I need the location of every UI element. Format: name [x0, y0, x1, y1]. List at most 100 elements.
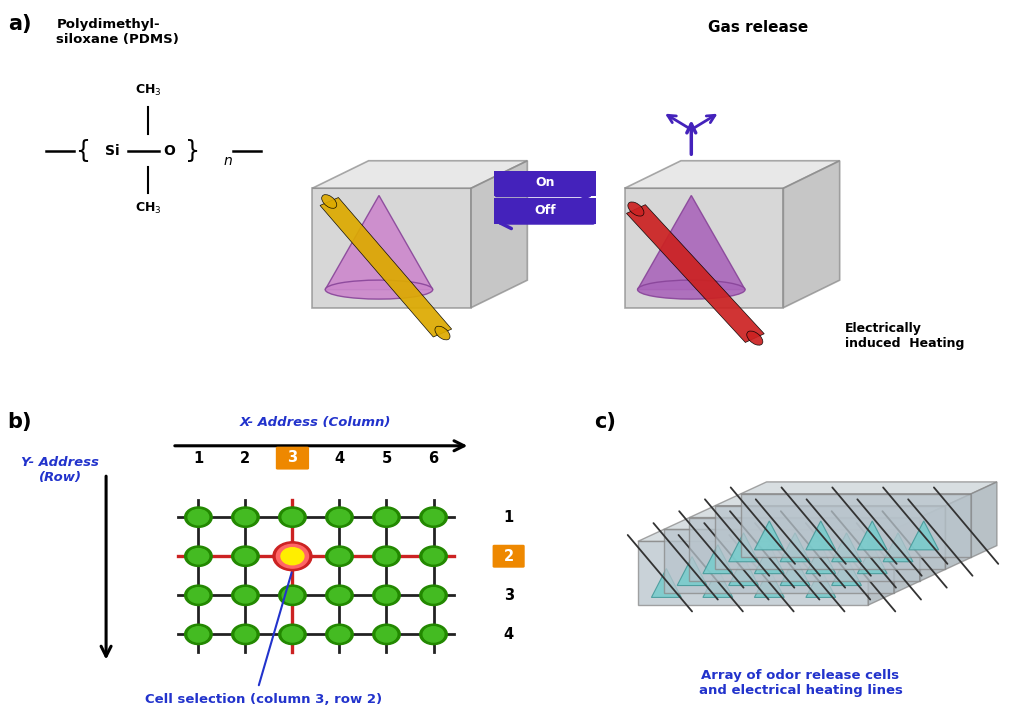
Polygon shape: [664, 529, 894, 593]
Text: 1: 1: [194, 451, 204, 466]
Polygon shape: [729, 557, 759, 586]
Circle shape: [184, 585, 212, 605]
Circle shape: [329, 510, 350, 525]
Polygon shape: [755, 568, 784, 597]
Circle shape: [420, 546, 447, 566]
Circle shape: [281, 548, 304, 565]
Polygon shape: [740, 482, 997, 494]
Text: 2: 2: [241, 451, 251, 466]
Polygon shape: [627, 205, 764, 342]
Circle shape: [276, 544, 308, 568]
Polygon shape: [651, 568, 681, 597]
Polygon shape: [702, 568, 733, 597]
Polygon shape: [783, 161, 840, 308]
Text: 4: 4: [335, 451, 344, 466]
Circle shape: [373, 546, 400, 566]
Circle shape: [326, 546, 353, 566]
Circle shape: [188, 549, 209, 564]
Polygon shape: [677, 557, 707, 586]
Polygon shape: [806, 521, 836, 550]
Polygon shape: [625, 161, 840, 188]
Polygon shape: [312, 188, 471, 308]
Circle shape: [326, 507, 353, 527]
Circle shape: [188, 627, 209, 642]
Circle shape: [423, 510, 443, 525]
Text: 5: 5: [381, 451, 391, 466]
Polygon shape: [857, 521, 887, 550]
Circle shape: [273, 542, 312, 571]
Text: CH$_3$: CH$_3$: [135, 83, 162, 98]
Ellipse shape: [326, 280, 433, 299]
Text: $\{$: $\{$: [75, 137, 89, 164]
Circle shape: [326, 624, 353, 644]
Polygon shape: [806, 544, 836, 573]
Circle shape: [329, 627, 350, 642]
Circle shape: [376, 627, 397, 642]
Ellipse shape: [435, 327, 450, 340]
Polygon shape: [326, 195, 433, 290]
Polygon shape: [831, 533, 861, 562]
Text: $\}$: $\}$: [184, 137, 199, 164]
Text: Si: Si: [105, 143, 120, 158]
Circle shape: [420, 624, 447, 644]
Text: 4: 4: [504, 627, 514, 642]
Polygon shape: [780, 557, 810, 586]
Circle shape: [279, 507, 306, 527]
Ellipse shape: [322, 195, 337, 209]
Polygon shape: [780, 533, 810, 562]
Text: 3: 3: [288, 450, 298, 466]
Polygon shape: [740, 494, 971, 557]
Circle shape: [188, 588, 209, 603]
Polygon shape: [321, 198, 452, 337]
Text: 3: 3: [504, 588, 514, 603]
Circle shape: [376, 549, 397, 564]
Text: O: O: [163, 143, 175, 158]
FancyBboxPatch shape: [494, 171, 596, 196]
Circle shape: [373, 585, 400, 605]
Circle shape: [329, 549, 350, 564]
Ellipse shape: [746, 331, 763, 345]
Text: 1: 1: [504, 510, 514, 525]
Circle shape: [231, 546, 259, 566]
Polygon shape: [909, 521, 939, 550]
Circle shape: [326, 585, 353, 605]
Polygon shape: [702, 544, 733, 573]
Circle shape: [373, 507, 400, 527]
Polygon shape: [831, 557, 861, 586]
Polygon shape: [625, 188, 783, 308]
Circle shape: [231, 624, 259, 644]
Text: Electrically
induced  Heating: Electrically induced Heating: [845, 322, 965, 350]
Text: Array of odor release cells
and electrical heating lines: Array of odor release cells and electric…: [698, 669, 902, 696]
Circle shape: [283, 588, 303, 603]
Polygon shape: [883, 533, 913, 562]
Polygon shape: [638, 195, 745, 290]
Circle shape: [236, 549, 256, 564]
Text: 6: 6: [428, 451, 438, 466]
Circle shape: [231, 507, 259, 527]
Circle shape: [184, 624, 212, 644]
Text: Polydimethyl-
siloxane (PDMS): Polydimethyl- siloxane (PDMS): [56, 18, 179, 46]
Text: b): b): [7, 412, 32, 432]
Text: On: On: [535, 177, 555, 189]
Text: CH$_3$: CH$_3$: [135, 201, 162, 216]
Text: a): a): [8, 14, 32, 35]
Circle shape: [188, 510, 209, 525]
Circle shape: [236, 627, 256, 642]
FancyBboxPatch shape: [275, 447, 309, 470]
Circle shape: [236, 588, 256, 603]
Circle shape: [373, 624, 400, 644]
Polygon shape: [729, 533, 759, 562]
FancyBboxPatch shape: [493, 544, 524, 568]
Polygon shape: [312, 161, 527, 188]
Polygon shape: [894, 518, 920, 593]
Circle shape: [420, 507, 447, 527]
Text: Y- Address
(Row): Y- Address (Row): [22, 456, 99, 484]
Polygon shape: [715, 505, 945, 569]
Polygon shape: [945, 494, 971, 569]
Circle shape: [376, 510, 397, 525]
Circle shape: [283, 510, 303, 525]
Circle shape: [231, 585, 259, 605]
Text: Gas release: Gas release: [708, 20, 808, 35]
Ellipse shape: [628, 202, 644, 216]
Polygon shape: [715, 494, 971, 505]
